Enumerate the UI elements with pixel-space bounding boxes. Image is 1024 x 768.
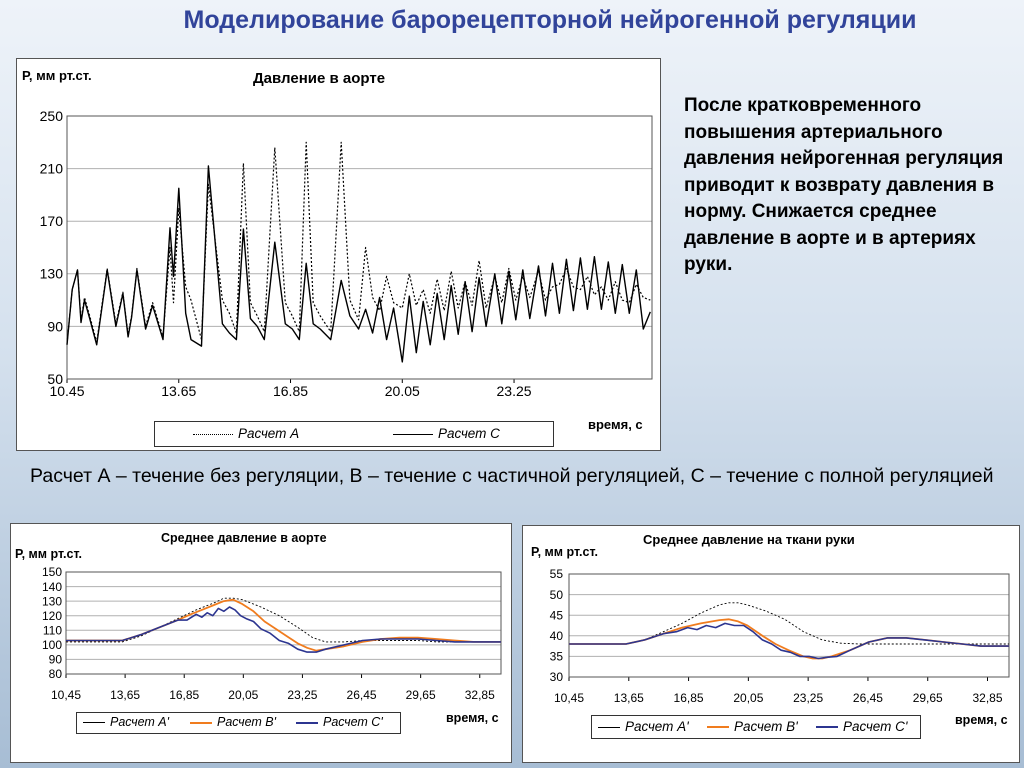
plot-area [568, 573, 1010, 678]
y-tick-label: 150 [42, 565, 62, 579]
y-tick-label: 35 [550, 650, 564, 664]
y-tick-label: 50 [47, 371, 63, 387]
legend-item-c: Расчет С [393, 426, 500, 441]
legend: Расчет A' Расчет B' Расчет C' [76, 712, 401, 734]
mean-arm-pressure-chart-panel: 30 35 40 45 50 55 10,45 13,65 16,85 20,05 23,25 26,… [522, 525, 1020, 763]
legend-item-b: Расчет B' [707, 719, 798, 734]
legend-item-c: Расчет C' [296, 715, 383, 729]
y-tick-label: 170 [40, 213, 64, 229]
x-tick-label: 20,05 [228, 688, 258, 702]
y-tick-label: 100 [42, 638, 62, 652]
x-tick-label: 26,45 [853, 691, 883, 705]
x-tick-label: 16.85 [273, 383, 308, 399]
x-axis-label: время, с [955, 713, 1008, 727]
legend: Расчет А Расчет С [154, 421, 554, 447]
x-tick-label: 13,65 [614, 691, 644, 705]
x-tick-label: 10,45 [554, 691, 584, 705]
series-line-1 [66, 597, 501, 643]
chart-title: Среднее давление в аорте [161, 531, 327, 545]
y-axis-label: Р, мм рт.ст. [531, 545, 598, 559]
chart-title: Давление в аорте [253, 70, 386, 87]
x-tick-label: 26,45 [347, 688, 377, 702]
legend-item-a: Расчет A' [83, 715, 169, 729]
mean-aorta-pressure-chart-panel: 80 90 100 110 120 130 140 150 10,45 13,65 16,85 20,… [10, 523, 512, 763]
aorta-pressure-chart-panel: 50 90 130 170 210 250 10.45 13.65 16.85 20.05 23.2… [16, 58, 661, 451]
y-tick-label: 140 [42, 580, 62, 594]
y-tick-label: 120 [42, 609, 62, 623]
x-tick-label: 13,65 [110, 688, 140, 702]
side-text: После кратковременного повышения артериа… [684, 95, 1004, 275]
aorta-pressure-chart: 50 90 130 170 210 250 10.45 13.65 16.85 20.05 23.2… [40, 108, 653, 399]
x-tick-label: 16,85 [169, 688, 199, 702]
x-tick-label: 10.45 [49, 383, 84, 399]
y-tick-label: 130 [42, 594, 62, 608]
x-tick-label: 32,85 [465, 688, 495, 702]
y-tick-label: 110 [43, 623, 62, 637]
legend-item-b: Расчет B' [190, 715, 276, 729]
x-axis-label: время, с [588, 417, 643, 432]
plot-area [65, 571, 502, 675]
x-tick-label: 10,45 [51, 688, 81, 702]
x-axis-label: время, с [446, 711, 499, 725]
y-tick-label: 210 [40, 161, 64, 177]
x-tick-label: 32,85 [972, 691, 1002, 705]
x-tick-label: 20,05 [733, 691, 763, 705]
x-tick-label: 23.25 [497, 383, 532, 399]
y-axis-label: Р, мм рт.ст. [22, 68, 92, 83]
series-line-3 [66, 606, 501, 653]
y-tick-label: 90 [47, 318, 63, 334]
x-tick-label: 29,65 [913, 691, 943, 705]
x-tick-label: 29,65 [406, 688, 436, 702]
y-tick-label: 30 [550, 670, 564, 684]
x-tick-label: 16,85 [674, 691, 704, 705]
mean-arm-pressure-chart: 30 35 40 45 50 55 10,45 13,65 16,85 20,05 23,25 26,… [550, 567, 1010, 705]
legend: Расчет A' Расчет B' Расчет C' [591, 715, 921, 739]
legend-item-a: Расчет A' [598, 719, 689, 734]
series-line-3 [569, 622, 1009, 660]
y-tick-label: 45 [550, 608, 564, 622]
chart-title: Среднее давление на ткани руки [643, 532, 855, 547]
series-line-1 [569, 602, 1009, 645]
x-tick-label: 13.65 [161, 383, 196, 399]
y-tick-label: 40 [550, 629, 564, 643]
caption: Расчет А – течение без регуляции, В – те… [30, 465, 994, 487]
slide-title: Моделирование барорецепторной нейрогенно… [183, 6, 917, 34]
y-axis-label: Р, мм рт.ст. [15, 547, 82, 561]
y-tick-label: 250 [40, 108, 64, 124]
legend-item-a: Расчет А [193, 426, 299, 441]
y-tick-label: 90 [49, 653, 63, 667]
series-line-2 [66, 165, 651, 363]
x-tick-label: 23,25 [287, 688, 317, 702]
y-tick-label: 80 [49, 667, 63, 681]
x-tick-label: 23,25 [793, 691, 823, 705]
y-tick-label: 55 [550, 567, 564, 581]
x-tick-label: 20.05 [385, 383, 420, 399]
series-line-2 [66, 598, 501, 652]
plot-area [66, 115, 653, 380]
y-tick-label: 130 [40, 266, 64, 282]
y-tick-label: 50 [550, 588, 564, 602]
legend-item-c: Расчет C' [816, 719, 907, 734]
